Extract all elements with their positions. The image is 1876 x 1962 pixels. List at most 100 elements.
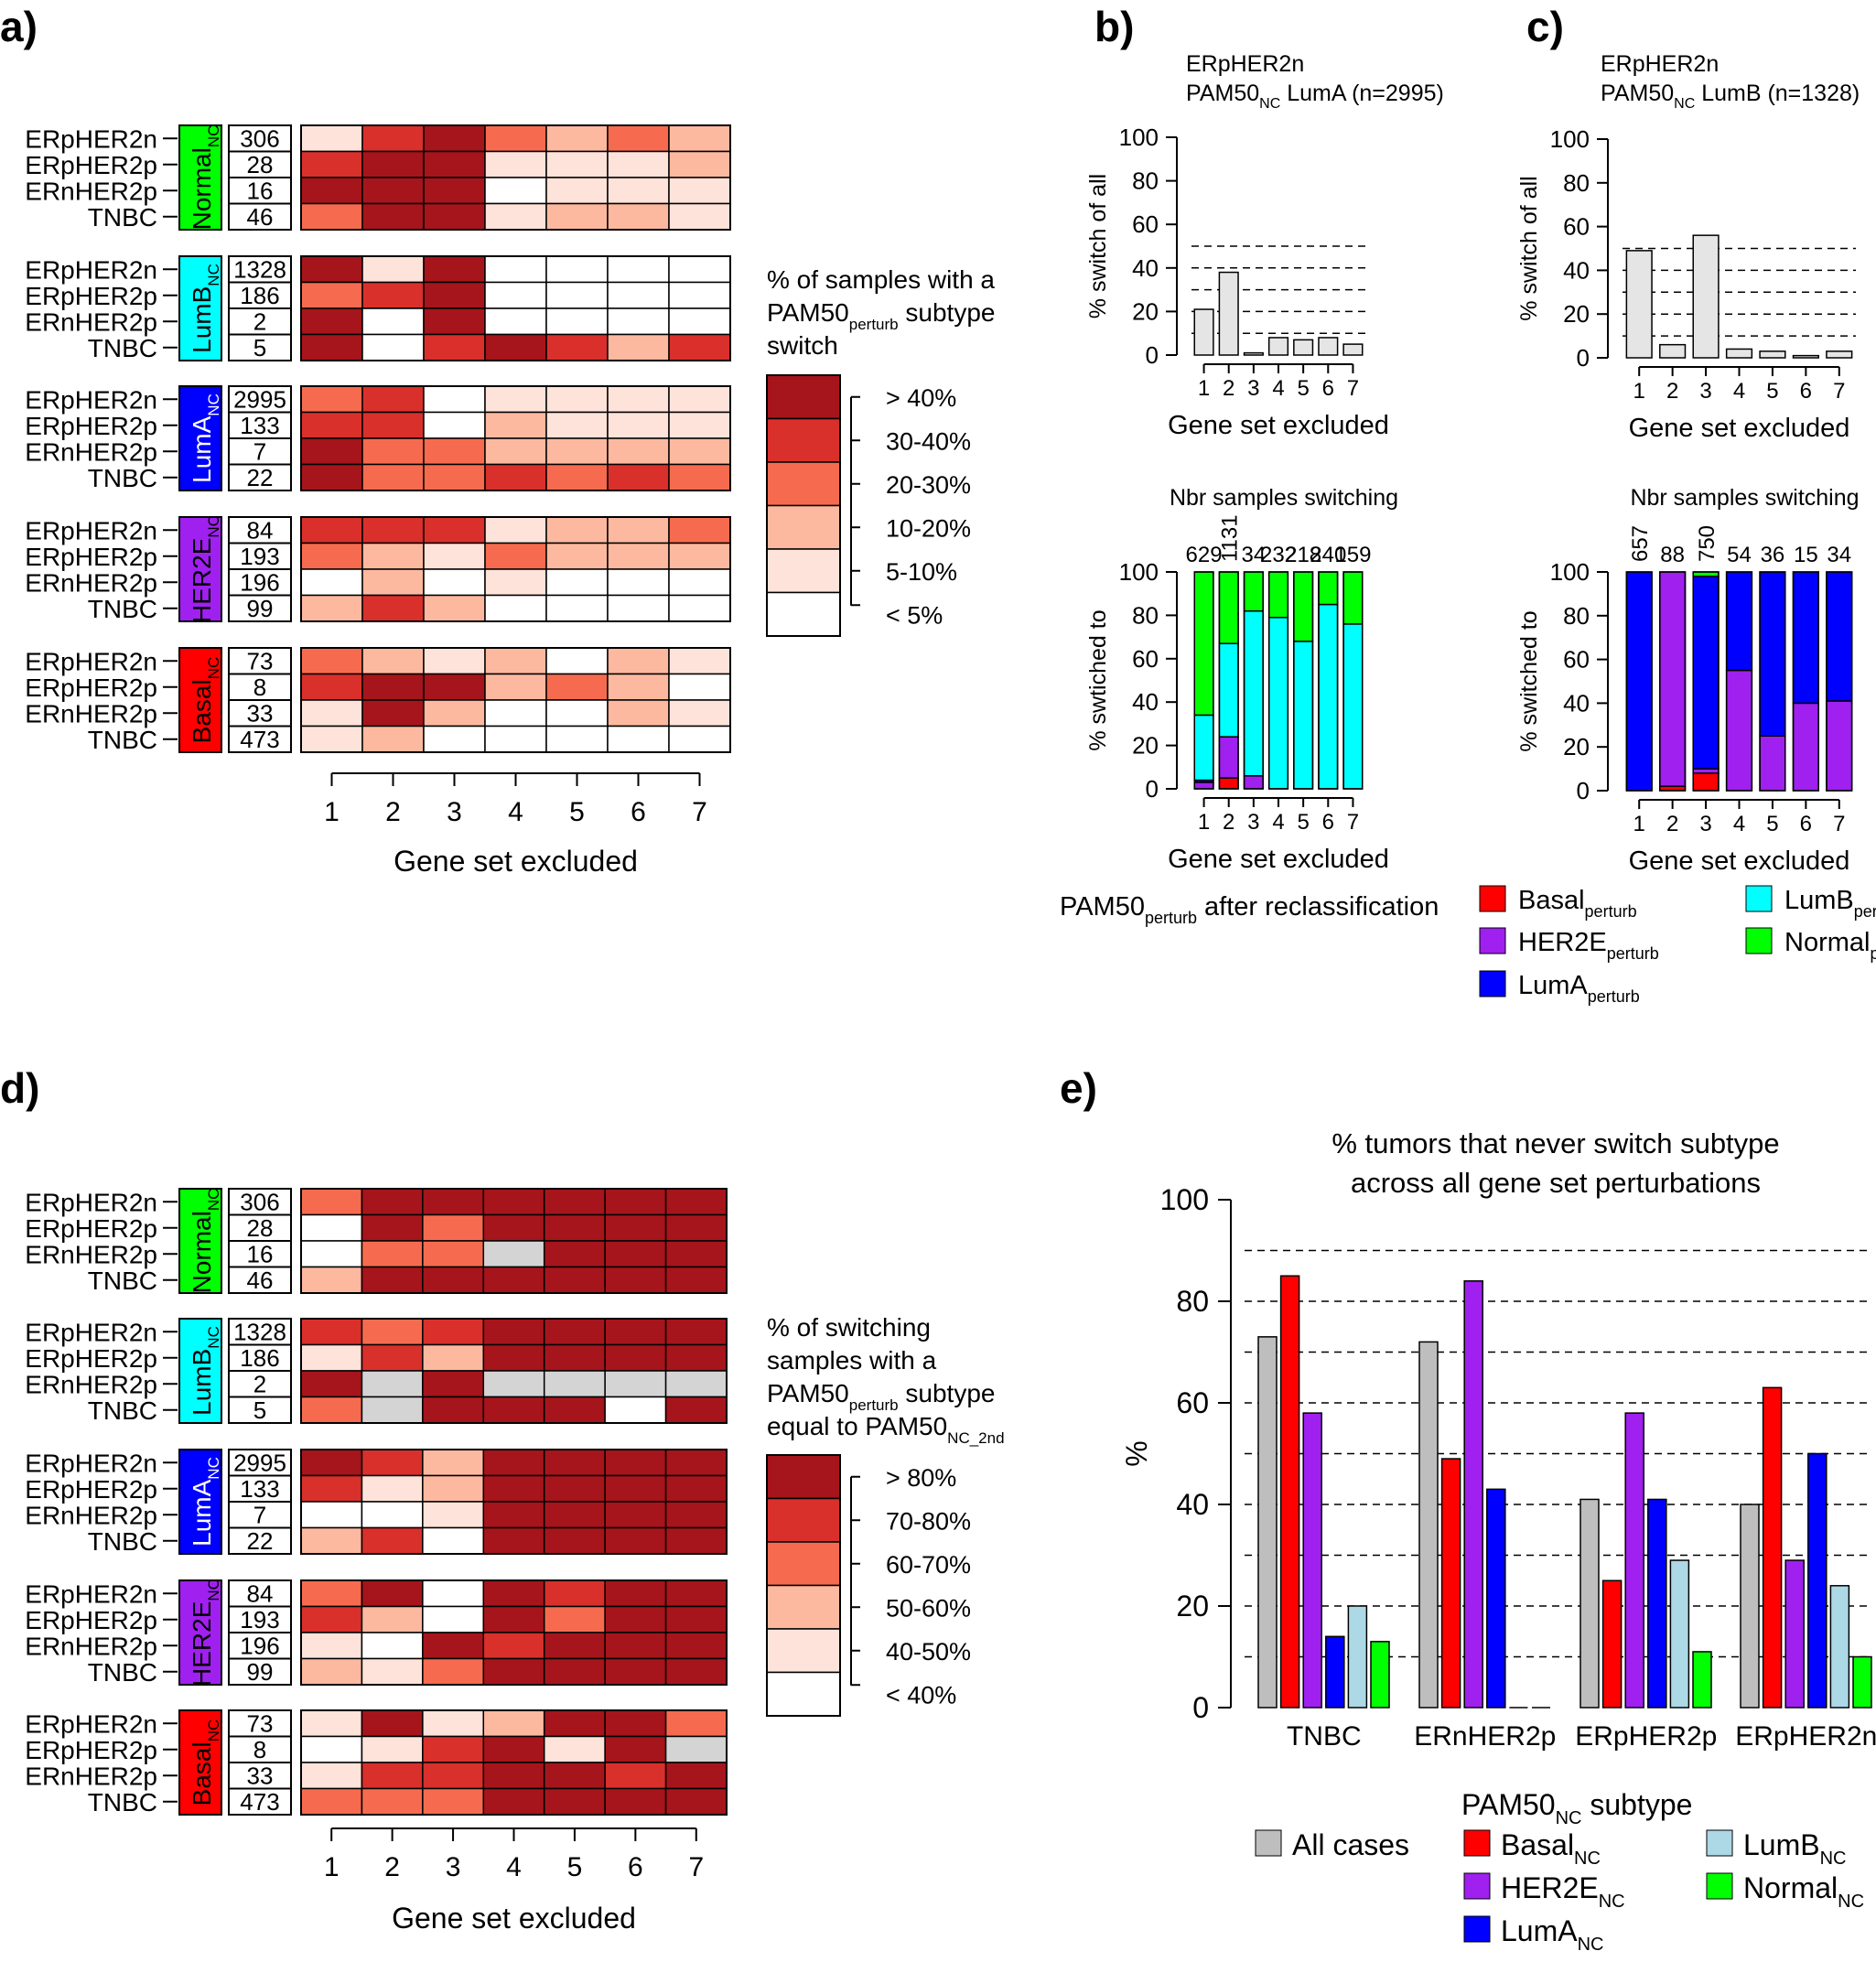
switch-bar xyxy=(1318,337,1339,356)
heatmap-cell xyxy=(664,1632,728,1660)
heatmap-cell xyxy=(361,1318,424,1346)
row-label: ERnHER2p xyxy=(25,437,157,466)
stack-segment-lumb xyxy=(1293,641,1314,790)
legend-title-line: PAM50perturb subtype xyxy=(767,298,995,333)
heatmap-cell xyxy=(607,150,670,178)
subtype-label-part: Basal xyxy=(188,679,216,743)
count-value: 196 xyxy=(240,1632,279,1659)
legend-item-part: perturb xyxy=(1585,902,1637,921)
heatmap-cell xyxy=(607,437,670,466)
legend-swatch xyxy=(1255,1829,1282,1857)
heatmap-cell xyxy=(361,542,425,570)
row-label: ERnHER2p xyxy=(25,1501,157,1529)
y-tick-label: 0 xyxy=(1577,344,1590,372)
legend-swatch xyxy=(1463,1872,1491,1900)
legend-title-line-part: perturb xyxy=(849,1396,899,1414)
x-tick-label: 2 xyxy=(1223,810,1234,835)
heatmap-cell xyxy=(607,177,670,205)
heatmap-cell xyxy=(484,150,547,178)
legend-item-part: LumB xyxy=(1743,1828,1820,1861)
heatmap-cell xyxy=(300,281,363,309)
stack-segment-basal xyxy=(1218,777,1239,790)
chart-title-line2: across all gene set perturbations xyxy=(1351,1167,1761,1199)
stack-bar-frame xyxy=(1659,571,1687,792)
legend-title-line-part: equal to PAM50 xyxy=(767,1412,947,1440)
count-value: 28 xyxy=(247,1214,274,1242)
heatmap-cell xyxy=(484,568,547,597)
heatmap-cell xyxy=(300,1370,363,1398)
y-tick-label: 20 xyxy=(1176,1590,1209,1622)
x-axis-label: Gene set excluded xyxy=(1629,414,1850,443)
heatmap-cell xyxy=(482,1735,545,1763)
nbr-value: 159 xyxy=(1334,543,1371,567)
legend-item-part: LumA xyxy=(1501,1914,1578,1947)
heatmap-cell xyxy=(361,1605,424,1633)
heatmap-cell xyxy=(300,647,363,675)
subtype-label: HER2ENC xyxy=(188,515,222,623)
stack-segment-her2e xyxy=(1218,736,1239,779)
panel-title-line1: ERpHER2n xyxy=(1186,51,1304,77)
legend-swatch xyxy=(1706,1829,1733,1857)
heatmap-cell xyxy=(300,1266,363,1294)
legend-title-part: PAM50 xyxy=(1060,892,1145,922)
heatmap-cell xyxy=(484,385,547,414)
subtype-box xyxy=(178,1318,222,1424)
legend-item-part: Basal xyxy=(1518,886,1585,915)
count-value: 22 xyxy=(247,1527,274,1555)
y-tick-label: 60 xyxy=(1132,645,1159,673)
count-value: 5 xyxy=(253,1396,266,1424)
heatmap-cell xyxy=(300,1579,363,1608)
heatmap-cell xyxy=(422,1709,485,1738)
heatmap-cell xyxy=(607,281,670,309)
heatmap-cell xyxy=(664,1474,728,1503)
heatmap-cell xyxy=(607,255,670,284)
subtype-box xyxy=(178,255,222,361)
heatmap-cell xyxy=(668,463,731,491)
heatmap-cell xyxy=(484,202,547,231)
heatmap-cell xyxy=(422,1526,485,1555)
heatmap-cell xyxy=(361,1396,424,1424)
heatmap-cell xyxy=(482,1370,545,1398)
legend-label: 50-60% xyxy=(886,1594,971,1622)
count-value: 33 xyxy=(247,699,274,727)
heatmap-cell xyxy=(668,177,731,205)
stack-segment-her2e xyxy=(1725,669,1753,792)
row-label: ERpHER2p xyxy=(25,282,157,310)
heatmap-cell xyxy=(604,1370,667,1398)
count-value: 133 xyxy=(240,412,279,439)
row-label: ERpHER2p xyxy=(25,543,157,571)
heatmap-cell xyxy=(664,1762,728,1790)
heatmap-cell xyxy=(545,124,609,153)
nbr-value: 88 xyxy=(1660,543,1685,567)
heatmap-cell xyxy=(604,1501,667,1529)
x-tick-label: 1 xyxy=(1633,379,1645,404)
legend-label: 10-20% xyxy=(886,514,971,542)
panel-title-line2: PAM50NC LumA (n=2995) xyxy=(1186,81,1444,112)
heatmap-cell xyxy=(664,1266,728,1294)
row-label: ERpHER2p xyxy=(25,412,157,440)
subtype-label: LumANC xyxy=(188,1457,222,1547)
row-label: ERpHER2n xyxy=(25,1709,157,1738)
bar-normal xyxy=(1370,1641,1390,1709)
legend-swatch xyxy=(766,1671,841,1717)
count-value: 2995 xyxy=(233,1449,286,1476)
heatmap-cell xyxy=(300,542,363,570)
count-value: 84 xyxy=(247,516,274,544)
heatmap-cell xyxy=(423,647,486,675)
heatmap-cell xyxy=(545,699,609,728)
legend-swatch xyxy=(766,1628,841,1674)
y-tick-label: 60 xyxy=(1132,210,1159,238)
x-tick-label: 6 xyxy=(1322,810,1334,835)
legend-item-part: HER2E xyxy=(1518,928,1607,957)
subtype-label-part: LumB xyxy=(188,286,216,353)
chart-title-line1: % tumors that never switch subtype xyxy=(1332,1127,1779,1159)
legend-title: PAM50perturb after reclassification xyxy=(1060,892,1439,927)
y-tick-label: 20 xyxy=(1563,300,1590,328)
stack-segment-her2e xyxy=(1759,735,1786,792)
heatmap-cell xyxy=(361,177,425,205)
x-tick-label: 3 xyxy=(446,1852,461,1882)
legend-item-part: perturb xyxy=(1607,944,1659,963)
stack-segment-basal xyxy=(1692,772,1720,792)
